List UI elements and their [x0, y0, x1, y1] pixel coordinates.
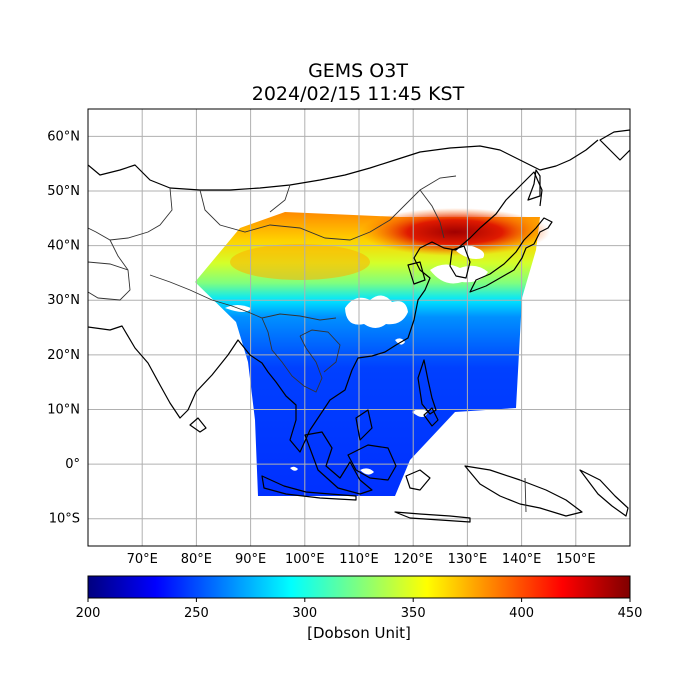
latitude-tick-labels: 60°N 50°N 40°N 30°N 20°N 10°N 0° 10°S	[47, 129, 80, 526]
latitude-label: 30°N	[47, 293, 80, 308]
colorbar-tick-label: 200	[76, 606, 101, 621]
colorbar-tick-label: 450	[618, 606, 643, 621]
map-subtitle-datetime: 2024/02/15 11:45 KST	[251, 83, 465, 105]
ozone-field	[195, 208, 550, 496]
colorbar-unit-label: [Dobson Unit]	[307, 624, 411, 642]
latitude-label: 10°S	[49, 512, 80, 527]
latitude-label: 60°N	[47, 129, 80, 144]
colorbar-tick-label: 350	[401, 606, 426, 621]
map-title: GEMS O3T	[308, 60, 408, 82]
longitude-label: 140°E	[502, 552, 542, 567]
latitude-label: 0°	[65, 457, 80, 472]
colorbar	[87, 575, 631, 599]
country-borders	[88, 175, 527, 513]
longitude-label: 80°E	[181, 552, 212, 567]
longitude-label: 100°E	[285, 552, 325, 567]
map-plot-area	[88, 109, 630, 546]
latitude-label: 10°N	[47, 402, 80, 417]
coastlines	[88, 129, 630, 523]
latitude-label: 50°N	[47, 184, 80, 199]
longitude-label: 70°E	[127, 552, 158, 567]
graticule	[88, 109, 630, 546]
colorbar-tick-label: 300	[292, 606, 317, 621]
latitude-label: 20°N	[47, 348, 80, 363]
longitude-label: 90°E	[235, 552, 266, 567]
longitude-label: 150°E	[556, 552, 596, 567]
colorbar-ticks: 200 250 300 350 400 450	[76, 598, 643, 621]
longitude-label: 130°E	[448, 552, 488, 567]
map-frame	[87, 108, 631, 547]
longitude-label: 110°E	[339, 552, 379, 567]
latitude-label: 40°N	[47, 239, 80, 254]
colorbar-tick-label: 400	[509, 606, 534, 621]
colorbar-tick-label: 250	[184, 606, 209, 621]
longitude-label: 120°E	[393, 552, 433, 567]
longitude-tick-labels: 70°E 80°E 90°E 100°E 110°E 120°E 130°E 140°E 150…	[127, 552, 596, 567]
